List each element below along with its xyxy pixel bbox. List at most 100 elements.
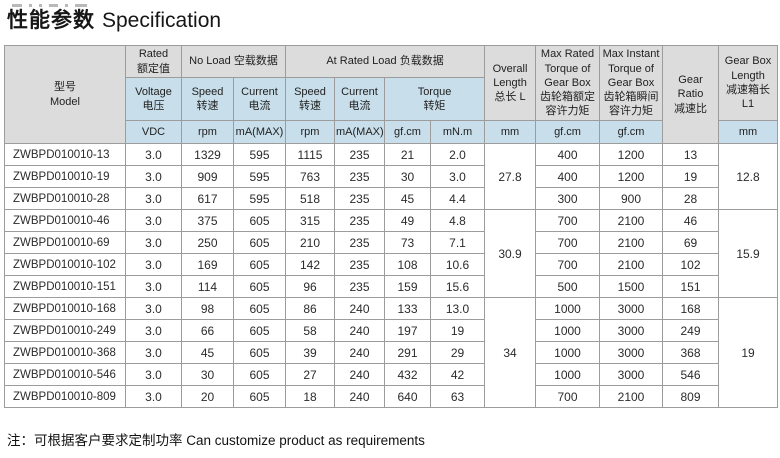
table-row: ZWBPD010010-809 3.0 20 605 18 240 640 63 700 2100… xyxy=(4,385,778,408)
header-row-measures: Voltage 电压 Speed 转速 Current 电流 Speed 转速 … xyxy=(5,77,778,121)
cell-load-current: 235 xyxy=(334,209,385,232)
cell-model: ZWBPD010010-168 xyxy=(4,297,126,320)
table-row: ZWBPD010010-168 3.0 98 605 86 240 133 13.0 34 100… xyxy=(4,297,779,408)
col-header-gearbox-length: Gear Box Length 减速箱长 L1 xyxy=(718,45,779,121)
table-row: ZWBPD010010-546 3.0 30 605 27 240 432 42 1000 300… xyxy=(4,363,778,386)
cell-load-current: 235 xyxy=(334,253,385,276)
cell-max-rated-torque: 400 xyxy=(535,143,601,166)
cell-model: ZWBPD010010-249 xyxy=(4,319,126,342)
cell-overall-length: 30.9 xyxy=(484,209,537,298)
page-title: 性能参数 Specification xyxy=(7,8,221,34)
cell-torque-gfcm: 133 xyxy=(384,297,431,320)
page-title-en: Specification xyxy=(102,9,222,32)
cell-load-current: 235 xyxy=(334,187,385,210)
cell-max-instant-torque: 1200 xyxy=(599,143,664,166)
cell-max-rated-torque: 1000 xyxy=(535,319,601,342)
cell-torque-gfcm: 21 xyxy=(384,143,431,166)
cell-load-speed: 58 xyxy=(285,319,335,342)
cell-no-load-speed: 20 xyxy=(181,385,234,408)
cell-no-load-current: 595 xyxy=(233,143,286,166)
cell-no-load-speed: 375 xyxy=(181,209,234,232)
cell-max-rated-torque: 500 xyxy=(535,275,601,298)
cell-max-rated-torque: 700 xyxy=(535,209,601,232)
col-header-rated: Rated 额定值 xyxy=(125,45,182,78)
table-row: ZWBPD010010-13 3.0 1329 595 1115 235 21 2.0 27.8… xyxy=(4,143,779,210)
unit-voltage: VDC xyxy=(125,120,182,144)
cell-gear-ratio: 28 xyxy=(662,187,720,210)
col-header-at-rated-load: At Rated Load 负载数据 xyxy=(284,45,486,78)
cell-max-rated-torque: 1000 xyxy=(535,363,601,386)
cell-torque-gfcm: 432 xyxy=(384,363,431,386)
cell-max-instant-torque: 900 xyxy=(599,187,664,210)
cell-torque-gfcm: 30 xyxy=(384,165,431,188)
cell-voltage: 3.0 xyxy=(125,297,182,320)
cell-max-rated-torque: 700 xyxy=(535,253,601,276)
cell-torque-mnm: 2.0 xyxy=(429,143,486,166)
table-row: ZWBPD010010-28 3.0 617 595 518 235 45 4.4 300 900… xyxy=(4,187,778,210)
cell-torque-mnm: 4.4 xyxy=(429,187,486,210)
col-header-no-load-current: Current 电流 xyxy=(233,77,286,121)
unit-max-rated-torque: gf.cm xyxy=(535,120,601,144)
cell-load-current: 235 xyxy=(334,143,385,166)
cell-gear-ratio: 13 xyxy=(662,143,720,166)
table-row: ZWBPD010010-151 3.0 114 605 96 235 159 15.6 500 1… xyxy=(4,275,778,298)
cell-voltage: 3.0 xyxy=(125,253,182,276)
cell-gear-ratio: 19 xyxy=(662,165,720,188)
cell-voltage: 3.0 xyxy=(125,187,182,210)
table-row: ZWBPD010010-249 3.0 66 605 58 240 197 19 1000 300… xyxy=(4,319,778,342)
cell-gearbox-length: 12.8 xyxy=(718,143,779,210)
spec-table-body: ZWBPD010010-13 3.0 1329 595 1115 235 21 2.0 27.8… xyxy=(4,143,779,408)
cell-no-load-current: 605 xyxy=(233,385,286,408)
cell-load-speed: 27 xyxy=(285,363,335,386)
unit-torque-gfcm: gf.cm xyxy=(384,120,431,144)
cell-torque-mnm: 13.0 xyxy=(429,297,486,320)
cell-no-load-speed: 30 xyxy=(181,363,234,386)
cell-no-load-current: 605 xyxy=(233,297,286,320)
unit-torque-mnm: mN.m xyxy=(429,120,486,144)
cell-load-speed: 18 xyxy=(285,385,335,408)
cell-load-speed: 210 xyxy=(285,231,335,254)
cell-torque-gfcm: 49 xyxy=(384,209,431,232)
cell-no-load-speed: 1329 xyxy=(181,143,234,166)
cell-torque-gfcm: 45 xyxy=(384,187,431,210)
cell-load-current: 240 xyxy=(334,319,385,342)
cell-model: ZWBPD010010-69 xyxy=(4,231,126,254)
cell-voltage: 3.0 xyxy=(125,341,182,364)
spec-table-header: 型号 Model Rated 额定值 No Load 空载数据 At Rated… xyxy=(4,45,779,144)
cell-torque-mnm: 7.1 xyxy=(429,231,486,254)
cell-no-load-speed: 250 xyxy=(181,231,234,254)
cell-gearbox-length: 19 xyxy=(718,297,779,408)
cell-max-instant-torque: 1200 xyxy=(599,165,664,188)
cell-no-load-current: 605 xyxy=(233,319,286,342)
cell-gear-ratio: 368 xyxy=(662,341,720,364)
cell-no-load-current: 605 xyxy=(233,341,286,364)
cell-load-current: 235 xyxy=(334,275,385,298)
cell-max-instant-torque: 3000 xyxy=(599,363,664,386)
cell-no-load-current: 605 xyxy=(233,209,286,232)
cell-load-speed: 142 xyxy=(285,253,335,276)
cell-max-rated-torque: 700 xyxy=(535,231,601,254)
cell-no-load-speed: 617 xyxy=(181,187,234,210)
cell-torque-mnm: 29 xyxy=(429,341,486,364)
cell-gear-ratio: 46 xyxy=(662,209,720,232)
cell-load-current: 235 xyxy=(334,231,385,254)
cell-gear-ratio: 546 xyxy=(662,363,720,386)
cell-model: ZWBPD010010-19 xyxy=(4,165,126,188)
cell-model: ZWBPD010010-151 xyxy=(4,275,126,298)
cell-overall-length: 27.8 xyxy=(484,143,537,210)
cell-max-rated-torque: 300 xyxy=(535,187,601,210)
unit-load-speed: rpm xyxy=(285,120,335,144)
cell-gear-ratio: 69 xyxy=(662,231,720,254)
table-row: ZWBPD010010-368 3.0 45 605 39 240 291 29 1000 300… xyxy=(4,341,778,364)
cell-torque-gfcm: 73 xyxy=(384,231,431,254)
cell-no-load-speed: 45 xyxy=(181,341,234,364)
col-header-model: 型号 Model xyxy=(4,45,126,144)
cell-model: ZWBPD010010-102 xyxy=(4,253,126,276)
header-row-units: VDC rpm mA(MAX) rpm mA(MAX) gf.cm mN.m m… xyxy=(5,120,779,144)
col-header-gear-ratio: Gear Ratio 减速比 xyxy=(662,45,720,144)
table-row: ZWBPD010010-102 3.0 169 605 142 235 108 10.6 700… xyxy=(4,253,778,276)
page-title-zh: 性能参数 xyxy=(7,9,95,32)
cell-torque-mnm: 15.6 xyxy=(429,275,486,298)
cell-voltage: 3.0 xyxy=(125,165,182,188)
